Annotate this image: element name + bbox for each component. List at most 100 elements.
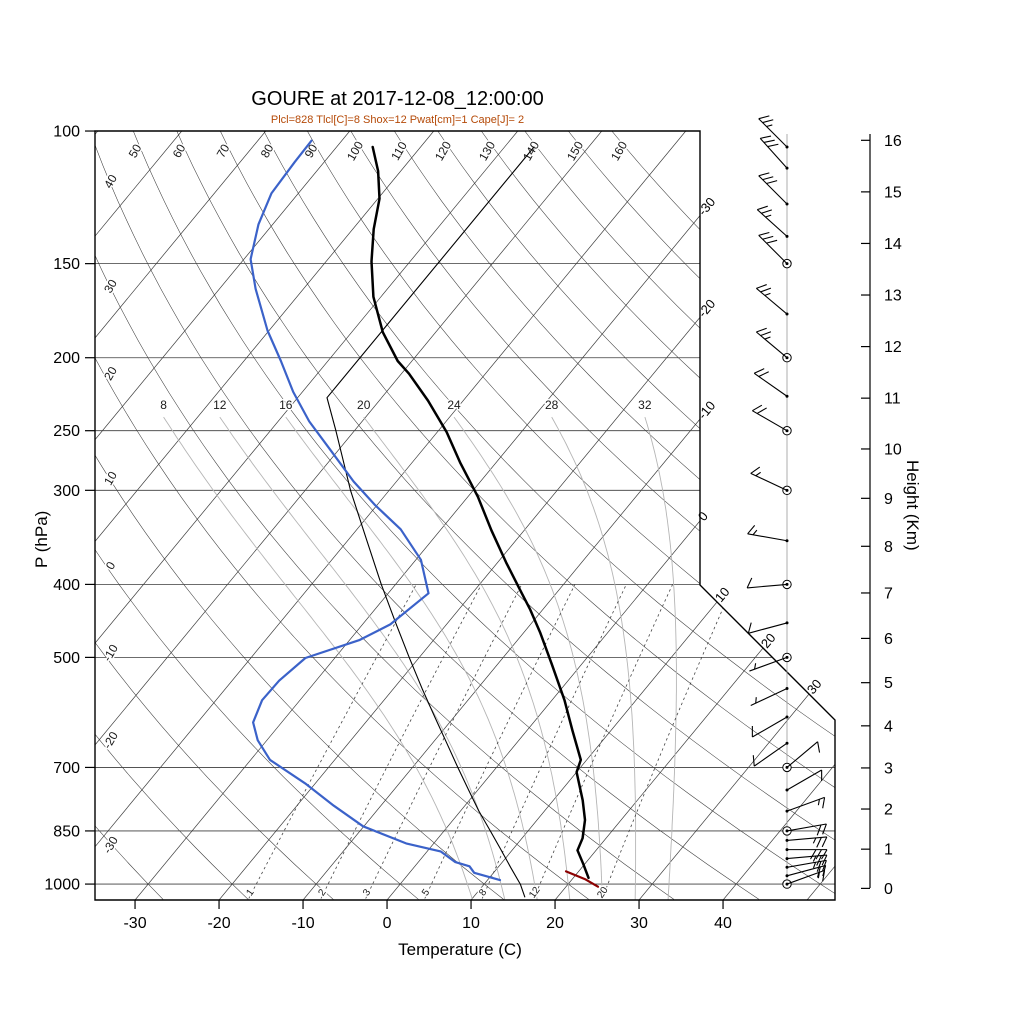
svg-text:12: 12: [884, 339, 902, 356]
wind-level-dot: [785, 234, 789, 238]
svg-text:20: 20: [758, 630, 779, 651]
svg-text:700: 700: [53, 760, 80, 777]
svg-text:-30: -30: [695, 194, 719, 218]
svg-text:10: 10: [101, 469, 120, 488]
svg-text:1: 1: [244, 887, 256, 898]
svg-text:100: 100: [344, 139, 366, 164]
wind-level-dot: [785, 687, 789, 691]
svg-text:20: 20: [101, 364, 120, 383]
chart-title: GOURE at 2017-12-08_12:00:00: [251, 88, 544, 110]
svg-text:-20: -20: [207, 915, 230, 932]
svg-text:80: 80: [258, 141, 277, 160]
svg-text:2: 2: [884, 802, 893, 819]
svg-text:850: 850: [53, 823, 80, 840]
svg-text:30: 30: [804, 676, 825, 697]
svg-text:40: 40: [714, 915, 732, 932]
wind-level-dot: [785, 788, 789, 792]
svg-text:7: 7: [884, 585, 893, 602]
svg-text:0: 0: [884, 881, 893, 898]
wind-level-dot: [785, 582, 789, 586]
height-axis-title: Height (Km): [903, 460, 922, 551]
temperature-axis: -30 -20 -10 0 10 20 30 40: [123, 900, 732, 932]
svg-text:9: 9: [884, 491, 893, 508]
svg-text:110: 110: [388, 139, 410, 163]
svg-text:0: 0: [383, 915, 392, 932]
svg-text:11: 11: [884, 391, 901, 408]
svg-text:10: 10: [712, 584, 733, 605]
wind-level-dot: [785, 166, 789, 170]
sounding-curves: [249, 139, 600, 898]
parcel-curve: [564, 870, 600, 888]
svg-text:0: 0: [695, 509, 711, 524]
temperature-curve: [370, 145, 590, 880]
svg-text:100: 100: [53, 124, 80, 141]
wind-level-dot: [785, 809, 789, 813]
svg-text:60: 60: [170, 141, 189, 160]
svg-text:12: 12: [527, 885, 543, 901]
svg-text:-20: -20: [695, 296, 719, 320]
svg-text:3: 3: [361, 887, 373, 898]
svg-text:50: 50: [126, 141, 145, 160]
svg-text:5: 5: [420, 887, 432, 898]
wind-level-dot: [785, 857, 789, 861]
wind-level-dot: [785, 539, 789, 543]
svg-text:10: 10: [462, 915, 480, 932]
chart-parameters: Plcl=828 Tlcl[C]=8 Shox=12 Pwat[cm]=1 Ca…: [270, 114, 525, 126]
svg-text:8: 8: [884, 539, 893, 556]
wind-level-dot: [785, 829, 789, 833]
svg-text:250: 250: [53, 423, 80, 440]
svg-text:160: 160: [608, 139, 630, 164]
wind-level-dot: [785, 429, 789, 433]
background-grid: [95, 131, 835, 900]
svg-text:12: 12: [213, 398, 227, 412]
pressure-axis-title: P (hPa): [32, 510, 51, 568]
svg-text:28: 28: [545, 398, 559, 412]
wind-level-dot: [785, 394, 789, 398]
svg-text:30: 30: [101, 277, 120, 296]
svg-text:15: 15: [884, 184, 902, 201]
svg-text:70: 70: [214, 141, 233, 160]
svg-text:24: 24: [447, 398, 461, 412]
svg-text:150: 150: [53, 256, 80, 273]
wind-level-dot: [785, 848, 789, 852]
wind-level-dot: [785, 621, 789, 625]
svg-text:0: 0: [103, 559, 119, 572]
svg-text:8: 8: [160, 398, 167, 412]
svg-text:120: 120: [432, 139, 454, 164]
svg-text:13: 13: [884, 288, 902, 305]
svg-text:5: 5: [884, 675, 893, 692]
wind-level-dot: [785, 765, 789, 769]
wind-level-dot: [785, 715, 789, 719]
plot-border: [94, 130, 836, 901]
svg-text:20: 20: [546, 915, 564, 932]
svg-text:8: 8: [477, 887, 489, 898]
svg-text:-10: -10: [695, 398, 719, 422]
wind-level-dot: [785, 488, 789, 492]
svg-text:3: 3: [884, 760, 893, 777]
wind-level-dot: [785, 865, 789, 869]
pressure-axis: 100 150 200 250 300 400 500 700 850 1000: [44, 124, 95, 894]
svg-text:500: 500: [53, 650, 80, 667]
temperature-axis-title: Temperature (C): [398, 940, 522, 959]
svg-text:-10: -10: [291, 915, 314, 932]
svg-text:400: 400: [53, 577, 80, 594]
wind-level-dot: [785, 262, 789, 266]
svg-text:14: 14: [884, 236, 902, 253]
svg-text:-30: -30: [123, 915, 146, 932]
wind-level-dot: [785, 655, 789, 659]
dewpoint-curve: [249, 139, 502, 882]
svg-text:300: 300: [53, 483, 80, 500]
wind-barbs: [746, 115, 828, 889]
svg-text:4: 4: [884, 718, 893, 735]
svg-text:16: 16: [279, 398, 293, 412]
svg-text:-10: -10: [100, 642, 121, 664]
svg-text:10: 10: [884, 441, 902, 458]
svg-text:-20: -20: [100, 729, 121, 751]
wind-level-dot: [785, 202, 789, 206]
svg-text:16: 16: [884, 133, 902, 150]
svg-text:6: 6: [884, 631, 893, 648]
svg-text:200: 200: [53, 350, 80, 367]
